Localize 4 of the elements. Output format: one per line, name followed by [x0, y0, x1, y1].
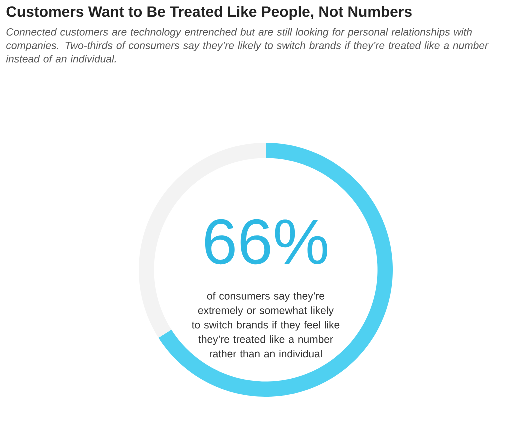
text: of consumers say they’re extremely or somewhat likely to switch brands if they feel like they’re treated like a number rather than an individual — [192, 292, 340, 358]
chart-subtitle: Connected customers are technology entrenched but are still looking for personal relationships with companies. Two-thirds of consumers say they’re likely to switch brands if they’re treated like a number instead of an individual. — [6, 28, 489, 63]
chart-title: Customers Want to Be Treated Like People, Not Numbers — [6, 6, 412, 20]
text: 66% — [205, 219, 328, 265]
